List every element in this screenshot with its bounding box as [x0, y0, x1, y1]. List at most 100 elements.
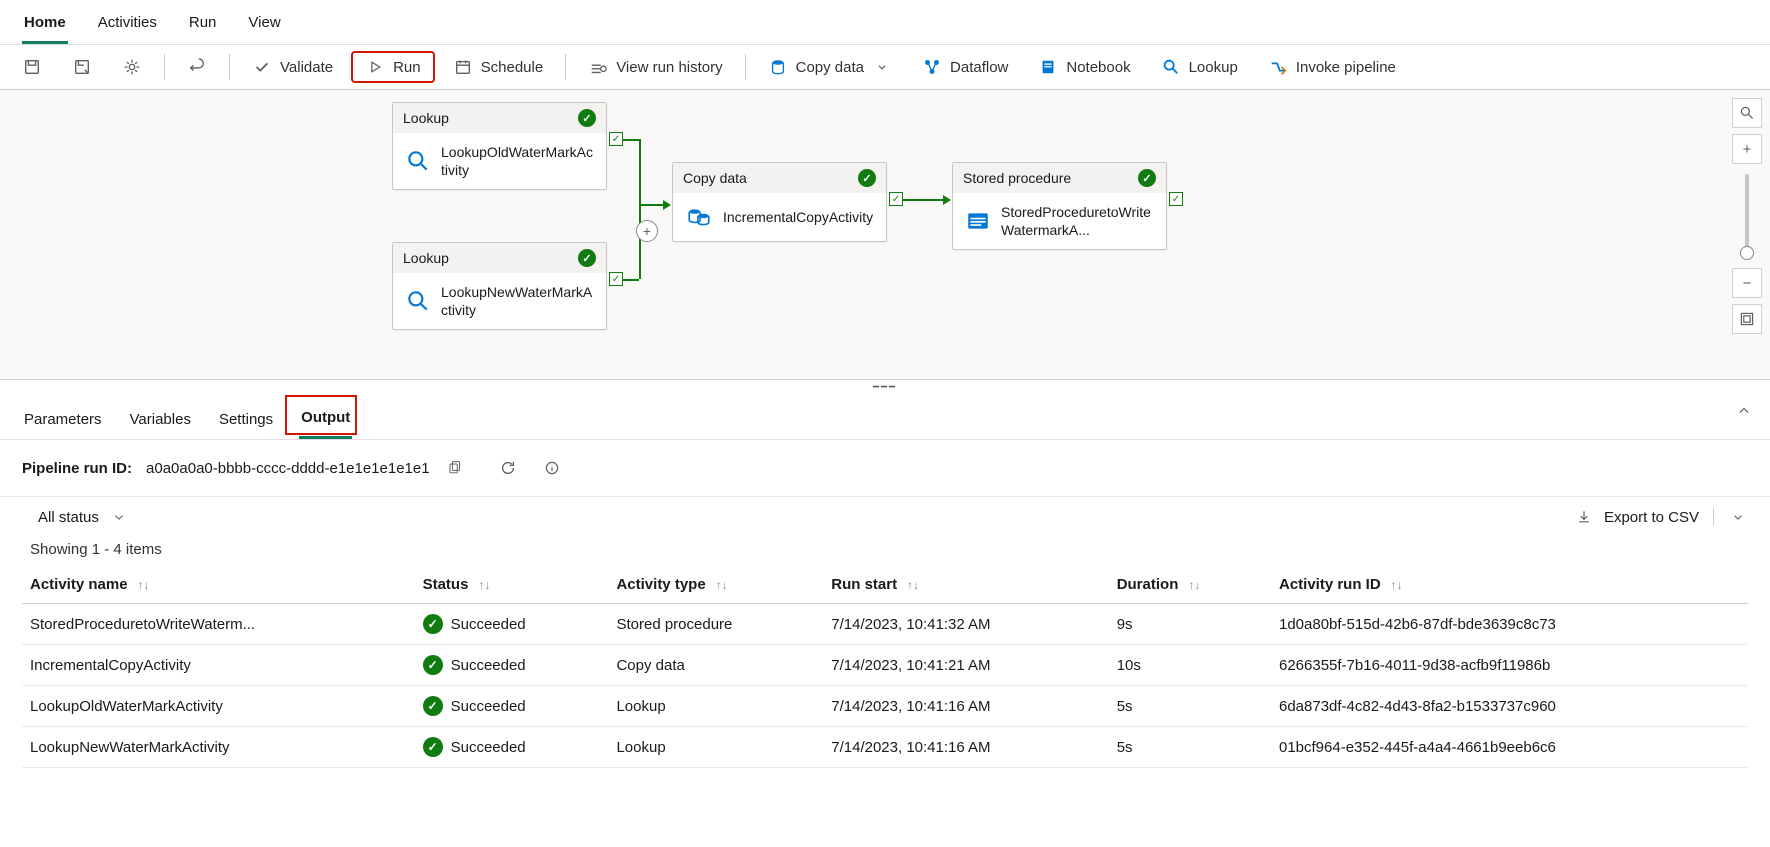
pipeline-canvas[interactable]: Lookup ✓ LookupOldWaterMarkActivity Looku…: [0, 90, 1770, 380]
run-button[interactable]: Run: [351, 51, 435, 83]
play-icon: [365, 57, 385, 77]
menu-view[interactable]: View: [246, 8, 282, 44]
canvas-search-button[interactable]: [1732, 98, 1762, 128]
status-filter-dropdown[interactable]: All status: [38, 507, 129, 527]
add-activity-button[interactable]: +: [636, 220, 658, 242]
save-as-button[interactable]: [60, 51, 104, 83]
validate-button[interactable]: Validate: [240, 51, 345, 83]
cell-runid: 1d0a80bf-515d-42b6-87df-bde3639c8c73: [1271, 604, 1748, 645]
cell-type: Lookup: [608, 727, 823, 768]
status-filter-label: All status: [38, 509, 99, 526]
history-icon: [588, 57, 608, 77]
info-icon[interactable]: [542, 458, 562, 478]
settings-gear-button[interactable]: [110, 51, 154, 83]
cell-name: LookupOldWaterMarkActivity: [22, 686, 415, 727]
tab-output[interactable]: Output: [299, 403, 352, 439]
col-activity-name[interactable]: Activity name↑↓: [22, 566, 415, 604]
cell-start: 7/14/2023, 10:41:32 AM: [823, 604, 1108, 645]
chevron-down-icon[interactable]: [1728, 507, 1748, 527]
separator: [1713, 508, 1714, 526]
dataflow-button[interactable]: Dataflow: [910, 51, 1020, 83]
lookup-label: Lookup: [1189, 59, 1238, 76]
success-icon: ✓: [578, 109, 596, 127]
chevron-down-icon: [872, 57, 892, 77]
search-icon: [405, 287, 431, 315]
run-id-label: Pipeline run ID:: [22, 460, 132, 477]
menu-bar: Home Activities Run View: [0, 0, 1770, 45]
arrowhead-icon: [943, 195, 951, 205]
zoom-out-button[interactable]: −: [1732, 268, 1762, 298]
undo-icon: [187, 57, 207, 77]
copy-icon[interactable]: [444, 458, 464, 478]
schedule-button[interactable]: Schedule: [441, 51, 556, 83]
col-run-id[interactable]: Activity run ID↑↓: [1271, 566, 1748, 604]
arrowhead-icon: [663, 200, 671, 210]
zoom-in-button[interactable]: +: [1732, 134, 1762, 164]
cell-name: StoredProceduretoWriteWaterm...: [22, 604, 415, 645]
history-button[interactable]: View run history: [576, 51, 734, 83]
node-label: LookupOldWaterMarkActivity: [441, 143, 594, 179]
menu-activities[interactable]: Activities: [96, 8, 159, 44]
table-row[interactable]: StoredProceduretoWriteWaterm...✓Succeede…: [22, 604, 1748, 645]
separator: [229, 54, 230, 80]
database-icon: [685, 203, 713, 231]
table-row[interactable]: LookupOldWaterMarkActivity✓SucceededLook…: [22, 686, 1748, 727]
schedule-label: Schedule: [481, 59, 544, 76]
tab-variables[interactable]: Variables: [128, 405, 193, 438]
col-run-start[interactable]: Run start↑↓: [823, 566, 1108, 604]
cell-start: 7/14/2023, 10:41:16 AM: [823, 686, 1108, 727]
node-label: StoredProceduretoWriteWatermarkA...: [1001, 203, 1154, 239]
node-lookup1[interactable]: Lookup ✓ LookupOldWaterMarkActivity: [392, 102, 607, 190]
menu-run[interactable]: Run: [187, 8, 219, 44]
notebook-label: Notebook: [1066, 59, 1130, 76]
invoke-button[interactable]: Invoke pipeline: [1256, 51, 1408, 83]
save-as-icon: [72, 57, 92, 77]
success-icon: ✓: [578, 249, 596, 267]
menu-home[interactable]: Home: [22, 8, 68, 44]
copydata-button[interactable]: Copy data: [756, 51, 904, 83]
gear-icon: [122, 57, 142, 77]
download-icon: [1574, 507, 1594, 527]
zoom-slider[interactable]: [1745, 174, 1749, 258]
panel-resize-grip[interactable]: ━━━: [0, 380, 1770, 395]
notebook-button[interactable]: Notebook: [1026, 51, 1142, 83]
export-csv-button[interactable]: Export to CSV: [1574, 507, 1748, 527]
edge-success-icon: ✓: [1169, 192, 1183, 206]
pipeline-icon: [1268, 57, 1288, 77]
check-icon: [252, 57, 272, 77]
collapse-panel-button[interactable]: [1736, 403, 1752, 423]
edge-success-icon: ✓: [609, 272, 623, 286]
col-status[interactable]: Status↑↓: [415, 566, 609, 604]
cell-status: ✓Succeeded: [415, 604, 609, 645]
sort-icon: ↑↓: [716, 578, 728, 592]
col-duration[interactable]: Duration↑↓: [1109, 566, 1271, 604]
tab-settings[interactable]: Settings: [217, 405, 275, 438]
invoke-label: Invoke pipeline: [1296, 59, 1396, 76]
zoom-thumb[interactable]: [1740, 246, 1754, 260]
refresh-icon[interactable]: [498, 458, 518, 478]
cell-type: Copy data: [608, 645, 823, 686]
cell-duration: 5s: [1109, 727, 1271, 768]
node-lookup2[interactable]: Lookup✓ LookupNewWaterMarkActivity: [392, 242, 607, 330]
col-activity-type[interactable]: Activity type↑↓: [608, 566, 823, 604]
cell-name: IncrementalCopyActivity: [22, 645, 415, 686]
node-type: Lookup: [403, 250, 449, 266]
node-type: Lookup: [403, 110, 449, 126]
save-icon: [22, 57, 42, 77]
undo-button[interactable]: [175, 51, 219, 83]
fit-screen-button[interactable]: [1732, 304, 1762, 334]
calendar-icon: [453, 57, 473, 77]
save-button[interactable]: [10, 51, 54, 83]
table-row[interactable]: IncrementalCopyActivity✓SucceededCopy da…: [22, 645, 1748, 686]
table-row[interactable]: LookupNewWaterMarkActivity✓SucceededLook…: [22, 727, 1748, 768]
success-icon: ✓: [423, 614, 443, 634]
tab-parameters[interactable]: Parameters: [22, 405, 104, 438]
cell-duration: 5s: [1109, 686, 1271, 727]
separator: [745, 54, 746, 80]
database-icon: [768, 57, 788, 77]
edge: [639, 204, 665, 206]
separator: [164, 54, 165, 80]
lookup-button[interactable]: Lookup: [1149, 51, 1250, 83]
node-copy[interactable]: Copy data✓ IncrementalCopyActivity: [672, 162, 887, 242]
node-sp[interactable]: Stored procedure✓ StoredProceduretoWrite…: [952, 162, 1167, 250]
